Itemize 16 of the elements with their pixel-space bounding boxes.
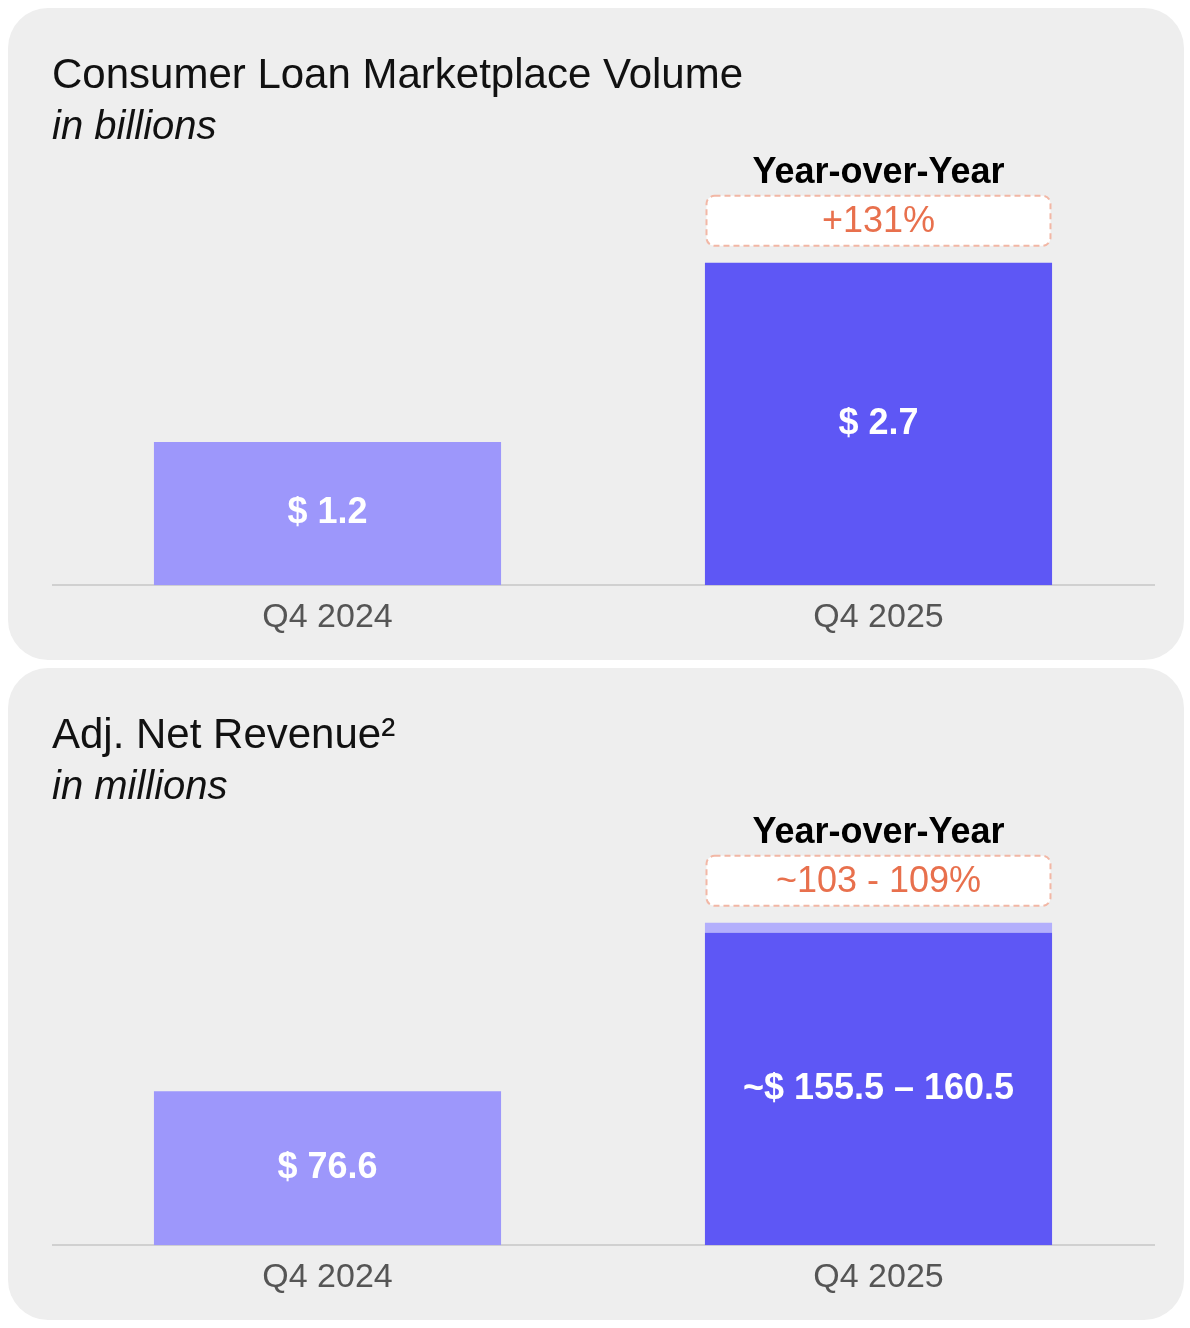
x-tick-label: Q4 2025	[813, 1255, 944, 1294]
x-tick-label: Q4 2025	[813, 595, 944, 634]
chart-subtitle: in millions	[52, 762, 229, 809]
data-label: $ 76.6	[277, 1145, 378, 1187]
x-tick-label: Q4 2024	[262, 595, 393, 634]
text: Year-over-Year	[752, 809, 1005, 851]
text: Year-over-Year	[752, 149, 1005, 191]
text: +131%	[821, 198, 936, 240]
x-tick-label: Q4 2024	[262, 1255, 393, 1294]
chart-title: Adj. Net Revenue²	[52, 709, 397, 759]
text: ~103 - 109%	[775, 858, 982, 900]
data-label: $ 2.7	[838, 400, 919, 442]
chart-subtitle: in billions	[52, 102, 218, 149]
data-label: ~$ 155.5 – 160.5	[742, 1065, 1015, 1107]
data-label: $ 1.2	[287, 490, 368, 532]
chart-title: Consumer Loan Marketplace Volume	[52, 49, 745, 99]
